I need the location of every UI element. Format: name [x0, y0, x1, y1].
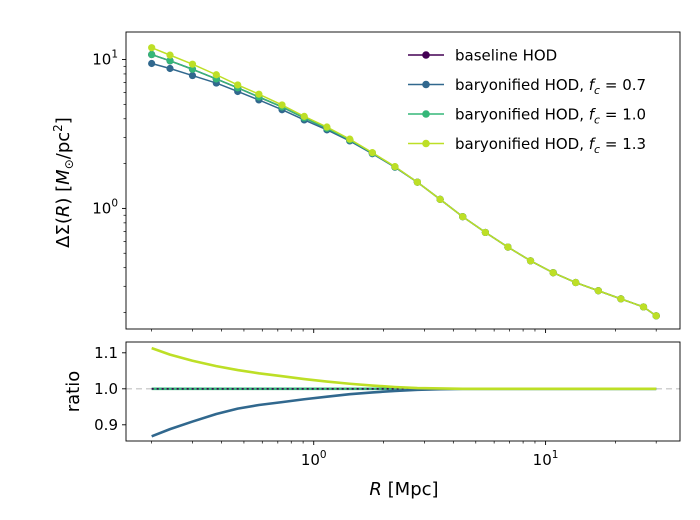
- data-point-2: [188, 65, 197, 73]
- data-point-3: [413, 178, 421, 186]
- legend-label-0: baseline HOD: [455, 47, 557, 65]
- data-point-3: [148, 44, 156, 52]
- data-point-3: [234, 81, 242, 89]
- data-point-3: [188, 60, 197, 68]
- data-point-3: [368, 149, 376, 157]
- data-point-3: [652, 312, 660, 320]
- x-tick-label: 101: [533, 449, 559, 469]
- x-axis-label: R [Mpc]: [369, 479, 438, 500]
- data-point-1: [166, 64, 174, 73]
- legend-marker-1: [422, 80, 430, 89]
- series-line-3: [151, 47, 657, 317]
- y-tick-label: 1.0: [94, 380, 118, 398]
- ratio-line-1: [151, 387, 657, 438]
- series-line-1: [151, 62, 657, 317]
- ratio-frame: [125, 341, 681, 442]
- data-point-3: [323, 123, 331, 131]
- ratio-panel: 100 101 0.9 1.0 1.1: [94, 341, 681, 469]
- main-panel: 100 101: [92, 31, 681, 333]
- legend-label-2: baryonified HOD, fc = 1.0: [455, 106, 646, 127]
- data-point-3: [391, 162, 399, 171]
- data-point-3: [594, 287, 602, 295]
- legend-marker-3: [422, 139, 430, 148]
- data-point-2: [148, 50, 156, 59]
- axis-labels: ΔΣ(R) [M⊙/pc2] ratio R [Mpc]: [51, 117, 439, 500]
- data-point-3: [278, 101, 286, 109]
- data-point-3: [549, 269, 557, 277]
- data-point-3: [255, 90, 263, 98]
- y-tick-label: 0.9: [94, 416, 118, 434]
- y-tick-label: 101: [92, 49, 118, 69]
- data-point-3: [459, 213, 467, 221]
- data-point-2: [166, 57, 174, 65]
- data-point-1: [188, 71, 197, 80]
- data-point-3: [481, 228, 489, 237]
- data-point-3: [617, 295, 625, 303]
- legend-label-1: baryonified HOD, fc = 0.7: [455, 76, 646, 97]
- data-point-3: [639, 303, 648, 311]
- data-point-3: [300, 112, 308, 120]
- legend-marker-2: [422, 110, 430, 118]
- data-point-3: [436, 195, 444, 203]
- legend-marker-0: [422, 51, 430, 59]
- data-point-3: [526, 257, 535, 265]
- legend-label-3: baryonified HOD, fc = 1.3: [455, 135, 646, 156]
- data-point-3: [346, 135, 354, 143]
- series-group: [148, 44, 660, 320]
- data-point-3: [572, 278, 580, 287]
- y-tick-label: 100: [92, 197, 118, 217]
- data-point-3: [166, 51, 174, 59]
- y-axis-label: ΔΣ(R) [M⊙/pc2]: [51, 117, 76, 248]
- y-tick-label: 1.1: [94, 344, 118, 362]
- ratio-line-3: [151, 346, 657, 391]
- ratio-series-group: [126, 346, 680, 438]
- x-tick-label: 100: [301, 449, 327, 469]
- ratio-axis-label: ratio: [63, 371, 84, 413]
- legend: baseline HOD baryonified HOD, fc = 0.7 bar…: [408, 47, 646, 156]
- data-point-3: [212, 71, 220, 79]
- data-point-1: [148, 59, 156, 68]
- main-frame: [125, 31, 681, 330]
- data-point-3: [504, 243, 512, 251]
